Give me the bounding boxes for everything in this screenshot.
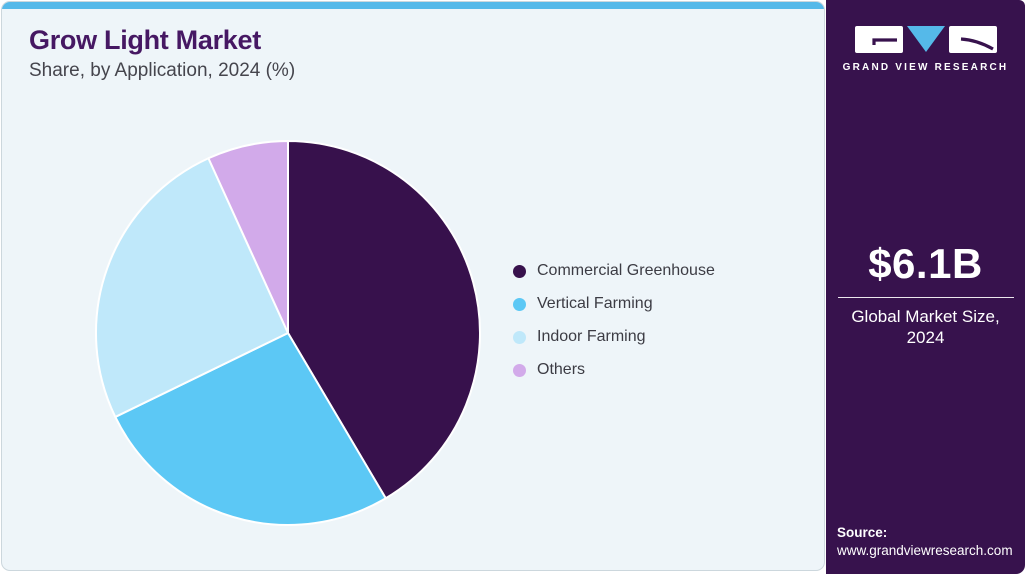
legend-item-others: Others	[513, 360, 715, 380]
brand-name: GRAND VIEW RESEARCH	[842, 62, 1009, 73]
legend-item-vertical-farming: Vertical Farming	[513, 294, 715, 314]
header: Grow Light Market Share, by Application,…	[29, 25, 296, 82]
page-title: Grow Light Market	[29, 25, 261, 55]
grand-view-research-logo: GRAND VIEW RESEARCH	[826, 26, 1025, 73]
legend-dot-icon	[513, 363, 526, 377]
logo-r-icon	[948, 26, 997, 53]
pie-slice-1	[114, 332, 387, 527]
chart-card: Grow Light Market Share, by Application,…	[1, 1, 825, 571]
market-size-label: Global Market Size, 2024	[851, 307, 1000, 348]
legend-dot-icon	[513, 264, 526, 278]
gvr-logo-icon	[826, 26, 1025, 53]
source-label: Source:	[837, 525, 888, 540]
source-url-link[interactable]: www.grandviewresearch.com	[837, 543, 1013, 558]
sidebar: GRAND VIEW RESEARCH $6.1B Global Market …	[826, 0, 1025, 574]
legend-label: Commercial Greenhouse	[537, 262, 715, 279]
pie-chart	[95, 140, 481, 527]
pie-slice-2	[95, 157, 289, 418]
pie-slice-3	[207, 140, 289, 334]
legend: Commercial Greenhouse Vertical Farming I…	[513, 261, 715, 393]
legend-item-commercial-greenhouse: Commercial Greenhouse	[513, 261, 715, 281]
legend-dot-icon	[513, 297, 526, 311]
legend-dot-icon	[513, 330, 526, 344]
logo-g-icon	[854, 26, 903, 53]
accent-top-bar	[2, 2, 824, 9]
legend-label: Others	[537, 361, 586, 378]
market-size-value: $6.1B	[868, 240, 983, 287]
market-size-block: $6.1B Global Market Size, 2024	[826, 240, 1025, 349]
legend-label: Vertical Farming	[537, 295, 653, 312]
legend-label: Indoor Farming	[537, 328, 646, 345]
divider	[837, 297, 1014, 298]
legend-item-indoor-farming: Indoor Farming	[513, 327, 715, 347]
pie-chart-container	[94, 139, 482, 527]
logo-v-triangle-icon	[906, 26, 945, 52]
source-block: Source: www.grandviewresearch.com	[837, 525, 1013, 558]
page-subtitle: Share, by Application, 2024 (%)	[29, 59, 296, 81]
pie-slice-0	[287, 140, 481, 500]
